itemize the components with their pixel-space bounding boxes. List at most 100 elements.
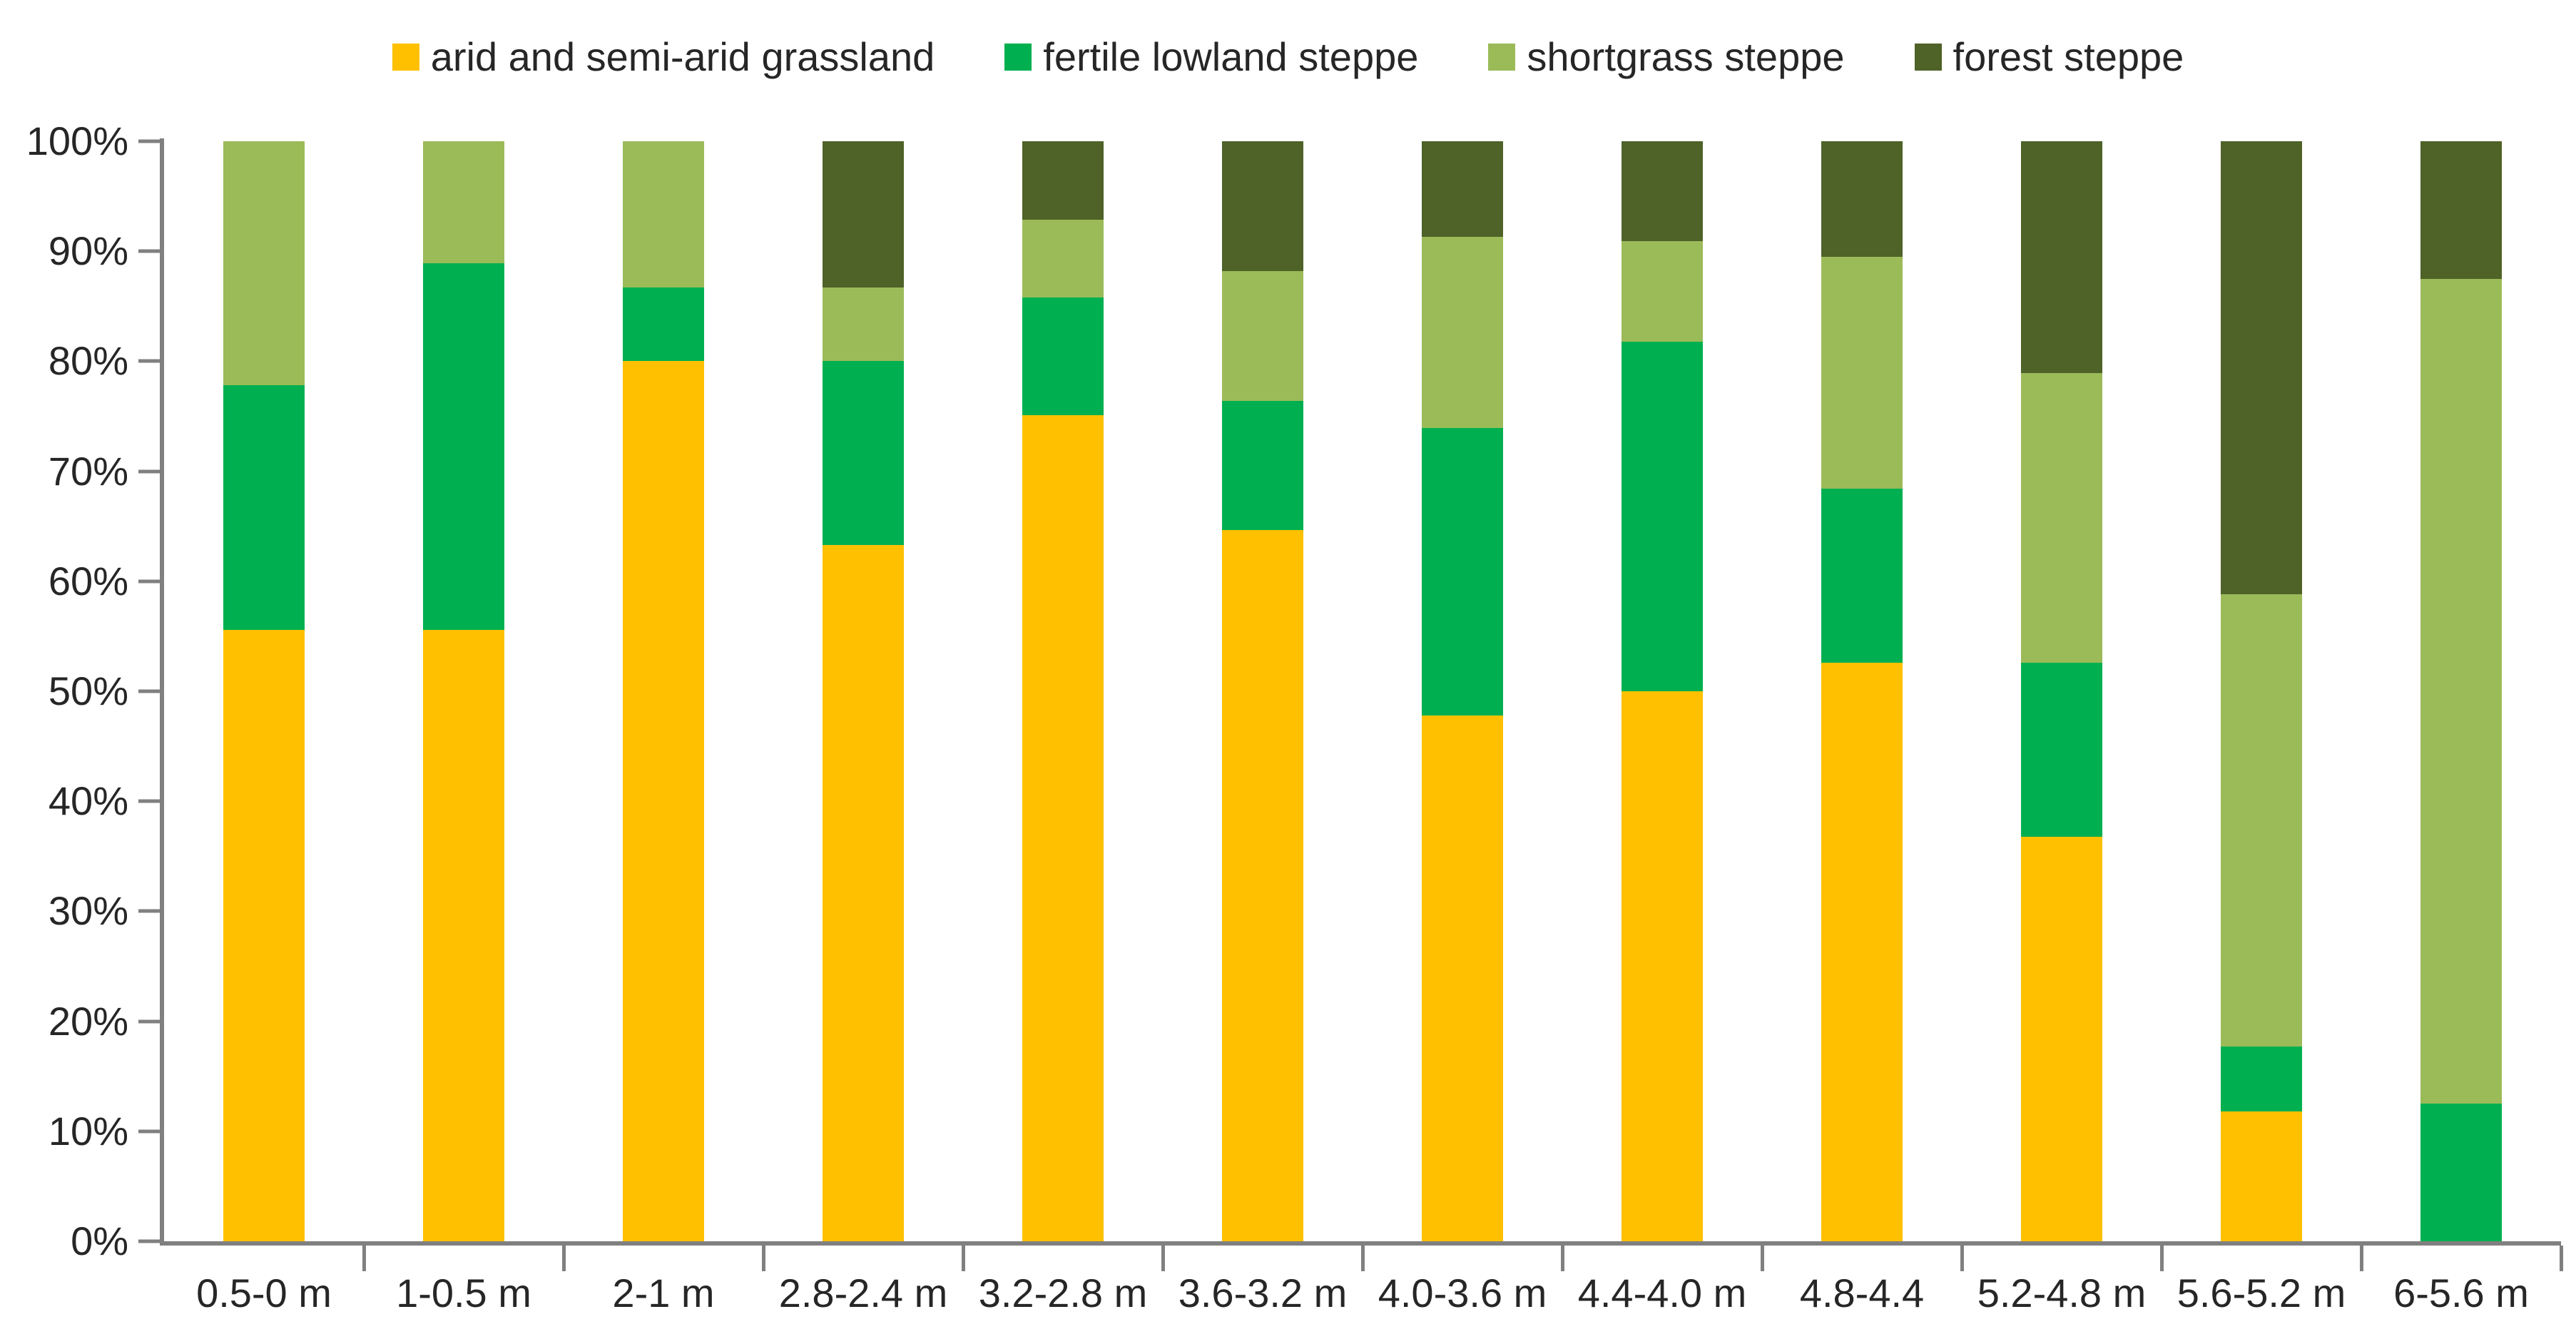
x-tick [2160,1246,2164,1271]
x-tick [362,1246,366,1271]
y-tick-label: 20% [48,998,128,1044]
bar-segment-forest-steppe [1022,141,1104,220]
x-tick [1761,1246,1764,1271]
x-tick-label: 4.4-4.0 m [1577,1271,1747,1315]
y-tick-label: 90% [48,228,128,274]
legend-label: arid and semi-arid grassland [430,34,935,79]
legend-label: forest steppe [1953,34,2184,79]
x-tick-label: 0.5-0 m [196,1271,332,1315]
x-tick-label: 1-0.5 m [396,1271,531,1315]
bar-segment-fertile-lowland-steppe [1622,341,1703,691]
x-tick [2360,1246,2363,1271]
bar-segment-forest-steppe [2021,141,2102,374]
plot-area: 0% 10% 20% 30% 40% 50% 60% 70% 80% 90% 100% 0.5-0 m… [26,121,2563,1315]
bar-2.8-2.4-m [823,141,904,1241]
y-tick [138,1239,160,1243]
legend-label: shortgrass steppe [1527,34,1845,79]
x-tick [1960,1246,1964,1271]
legend: arid and semi-arid grassland fertile lowl… [86,24,2490,90]
y-tick-label: 40% [48,778,128,824]
y-tick-label: 10% [48,1108,128,1154]
bar-segment-arid-and-semi-arid-grassland [1622,691,1703,1241]
bar-segment-shortgrass-steppe [1821,256,1903,489]
y-tick [138,909,160,913]
bar-segment-fertile-lowland-steppe [1222,400,1303,531]
bar-segment-shortgrass-steppe [1222,270,1303,401]
bar-segment-arid-and-semi-arid-grassland [2221,1111,2302,1241]
x-tick-label: 5.6-5.2 m [2177,1271,2346,1315]
bar-segment-shortgrass-steppe [1422,237,1503,429]
y-tick [138,689,160,693]
x-tick-label: 3.6-3.2 m [1178,1271,1348,1315]
bar-segment-fertile-lowland-steppe [623,287,704,362]
bar-segment-forest-steppe [2221,141,2302,594]
bar-segment-forest-steppe [1222,141,1303,271]
bar-segment-forest-steppe [1622,141,1703,242]
legend-item-4: forest steppe [1914,34,2184,79]
x-tick-label: 2-1 m [612,1271,715,1315]
bar-segment-shortgrass-steppe [223,141,305,386]
bar-segment-arid-and-semi-arid-grassland [1022,415,1104,1241]
legend-swatch-icon [1488,44,1516,71]
bar-6-5.6-m [2420,141,2502,1241]
y-tick-label: 30% [48,888,128,934]
bar-segment-arid-and-semi-arid-grassland [2021,836,2102,1241]
legend-item-1: arid and semi-arid grassland [392,37,935,77]
y-tick-label: 100% [26,118,128,163]
bar-3.2-2.8-m [1022,141,1104,1241]
y-tick [138,139,160,143]
bar-3.6-3.2-m [1222,141,1303,1241]
bar-5.2-4.8-m [2021,141,2102,1241]
x-tick-label: 3.2-2.8 m [978,1271,1148,1315]
bar-segment-shortgrass-steppe [423,141,504,264]
legend-item-3: shortgrass steppe [1488,34,1845,79]
x-tick [762,1246,765,1271]
bar-segment-shortgrass-steppe [1622,241,1703,342]
x-tick [562,1246,566,1271]
y-tick [138,579,160,584]
y-tick [138,1129,160,1134]
x-tick-label: 4.8-4.4 [1799,1271,1925,1315]
bar-segment-shortgrass-steppe [623,141,704,288]
bar-segment-fertile-lowland-steppe [2221,1047,2302,1112]
y-tick [138,469,160,474]
x-tick-label: 6-5.6 m [2393,1271,2529,1315]
bar-segment-arid-and-semi-arid-grassland [423,629,504,1241]
bar-segment-forest-steppe [823,141,904,288]
y-axis-line [160,138,164,1246]
x-axis-line [160,1241,2561,1246]
bar-segment-fertile-lowland-steppe [223,385,305,630]
y-tick [138,799,160,803]
x-tick [2560,1246,2563,1271]
x-tick-label: 5.2-4.8 m [1977,1271,2147,1315]
bar-segment-forest-steppe [1422,141,1503,238]
legend-swatch-icon [1914,44,1942,71]
x-tick [1561,1246,1564,1271]
bar-segment-forest-steppe [1821,141,1903,257]
bar-5.6-5.2-m [2221,141,2302,1241]
y-tick [138,1019,160,1024]
bar-segment-fertile-lowland-steppe [423,263,504,630]
y-tick-label: 60% [48,558,128,604]
bar-segment-shortgrass-steppe [823,287,904,362]
bar-0.5-0-m [223,141,305,1241]
x-tick-label: 2.8-2.4 m [778,1271,948,1315]
bar-4.8-4.4 [1821,141,1903,1241]
x-tick [1361,1246,1365,1271]
bar-segment-arid-and-semi-arid-grassland [223,629,305,1241]
bar-segment-fertile-lowland-steppe [1422,428,1503,716]
bar-segment-shortgrass-steppe [2420,278,2502,1104]
x-tick [1161,1246,1165,1271]
y-tick-label: 80% [48,338,128,384]
x-tick [962,1246,965,1271]
bar-segment-fertile-lowland-steppe [1022,297,1104,416]
bar-1-0.5-m [423,141,504,1241]
bar-segment-fertile-lowland-steppe [2021,662,2102,837]
bar-segment-arid-and-semi-arid-grassland [1821,662,1903,1241]
bar-segment-forest-steppe [2420,141,2502,279]
bar-segment-arid-and-semi-arid-grassland [1422,715,1503,1241]
y-tick [138,249,160,253]
bar-segment-fertile-lowland-steppe [2420,1104,2502,1241]
bar-segment-shortgrass-steppe [2221,594,2302,1047]
